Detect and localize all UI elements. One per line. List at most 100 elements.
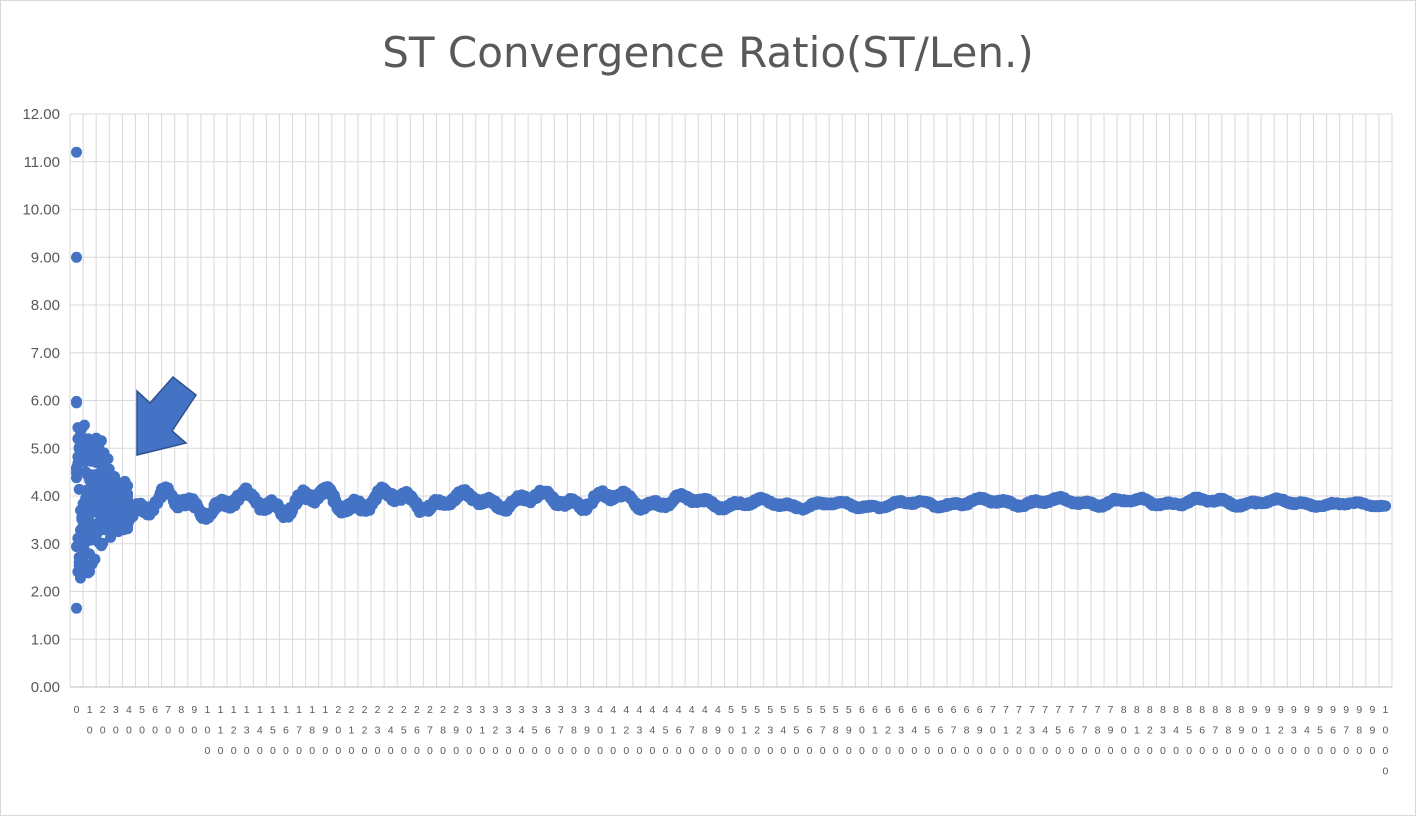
data-point bbox=[71, 251, 82, 263]
y-tick-label: 9.00 bbox=[31, 249, 60, 266]
data-point bbox=[75, 572, 86, 584]
data-point bbox=[71, 472, 82, 484]
data-point bbox=[78, 419, 90, 431]
y-tick-label: 1.00 bbox=[31, 631, 60, 648]
y-tick-label: 5.00 bbox=[31, 440, 60, 457]
y-tick-label: 2.00 bbox=[31, 584, 60, 601]
y-tick-label: 0.00 bbox=[31, 679, 60, 696]
data-point bbox=[122, 480, 134, 492]
y-tick-label: 10.00 bbox=[22, 202, 60, 219]
y-tick-label: 3.00 bbox=[31, 536, 60, 553]
y-tick-label: 7.00 bbox=[31, 345, 60, 362]
data-point bbox=[89, 553, 101, 565]
y-tick-label: 6.00 bbox=[31, 393, 60, 410]
y-tick-label: 11.00 bbox=[24, 154, 60, 171]
data-point bbox=[71, 602, 82, 614]
y-tick-label: 8.00 bbox=[31, 297, 60, 314]
data-point bbox=[95, 435, 107, 447]
data-point bbox=[97, 537, 109, 549]
data-point bbox=[71, 146, 82, 158]
